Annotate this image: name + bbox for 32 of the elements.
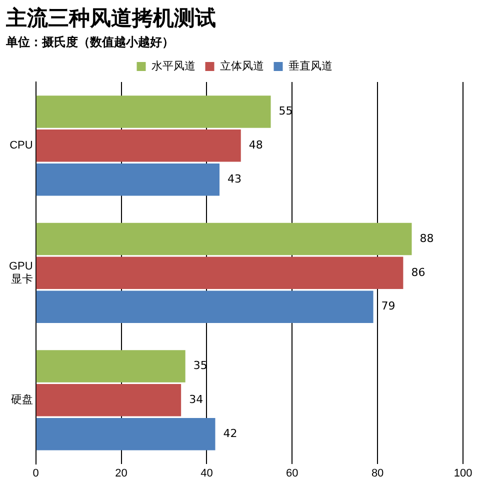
x-tick-label: 40: [200, 467, 213, 480]
legend-label: 水平风道: [151, 60, 196, 73]
bar: [36, 256, 404, 290]
data-label: 88: [420, 232, 434, 245]
bar: [36, 222, 412, 256]
bar: [36, 130, 241, 162]
bar: [36, 384, 182, 416]
legend-label: 立体风道: [220, 60, 264, 73]
data-label: 42: [223, 426, 238, 440]
data-label: 43: [228, 172, 242, 186]
data-label: 48: [248, 138, 263, 152]
x-tick-label: 100: [454, 467, 472, 480]
bar: [36, 350, 186, 382]
data-label: 34: [189, 393, 204, 406]
x-tick-label: 20: [115, 467, 128, 480]
y-tick-label: GPU 显卡: [8, 260, 33, 286]
data-label: 86: [411, 266, 426, 279]
bar: [36, 96, 271, 128]
legend-label: 垂直风道: [288, 60, 332, 73]
chart-title: 主流三种风道拷机测试: [6, 5, 217, 32]
bar: [36, 418, 216, 450]
bar: [36, 290, 374, 323]
chart-subtitle: 单位：摄氏度（数值越小越好）: [6, 34, 175, 51]
y-tick-label: CPU: [10, 140, 33, 152]
bar: [36, 163, 220, 196]
y-tick-label: 硬盘: [10, 394, 33, 406]
data-label: 55: [278, 104, 293, 118]
x-tick-label: 60: [286, 467, 298, 480]
x-tick-label: 80: [371, 467, 384, 480]
data-label: 35: [193, 359, 208, 372]
data-label: 79: [381, 300, 396, 313]
x-tick-label: 0: [32, 467, 39, 480]
